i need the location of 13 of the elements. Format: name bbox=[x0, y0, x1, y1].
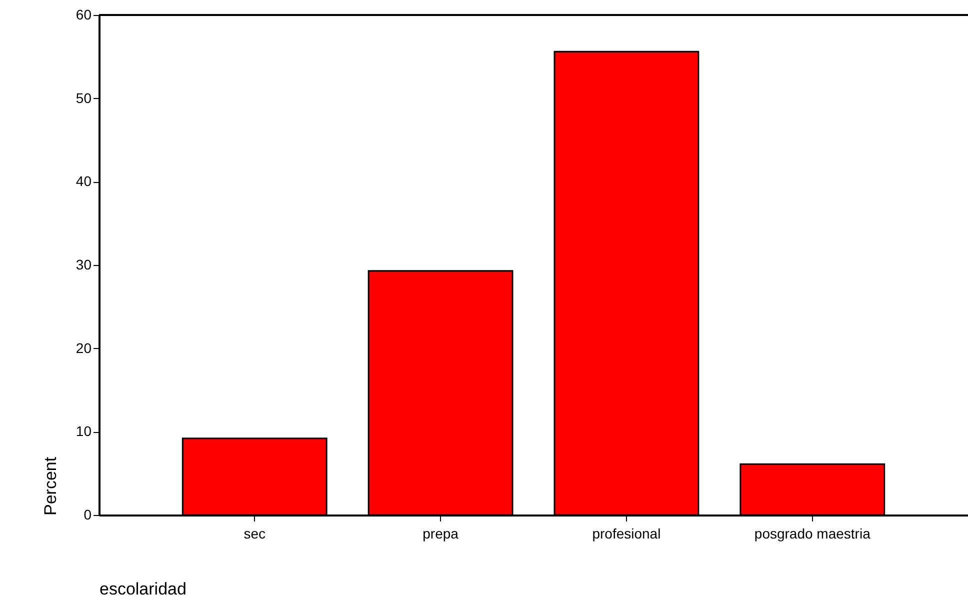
x-tick-label: prepa bbox=[422, 526, 459, 542]
x-axis-title: escolaridad bbox=[100, 580, 186, 598]
y-tick-label: 50 bbox=[76, 90, 92, 106]
y-axis-title: Percent bbox=[40, 456, 60, 516]
y-tick-label: 40 bbox=[76, 173, 92, 190]
x-tick-label: posgrado maestria bbox=[754, 526, 871, 542]
y-tick-label: 60 bbox=[76, 6, 92, 22]
y-tick-label: 30 bbox=[76, 256, 92, 272]
y-tick-label: 10 bbox=[76, 423, 92, 440]
x-tick-label: profesional bbox=[592, 526, 661, 542]
y-tick-label: 0 bbox=[84, 506, 92, 522]
y-tick-label: 20 bbox=[76, 340, 92, 356]
x-tick-label: sec bbox=[244, 526, 266, 542]
